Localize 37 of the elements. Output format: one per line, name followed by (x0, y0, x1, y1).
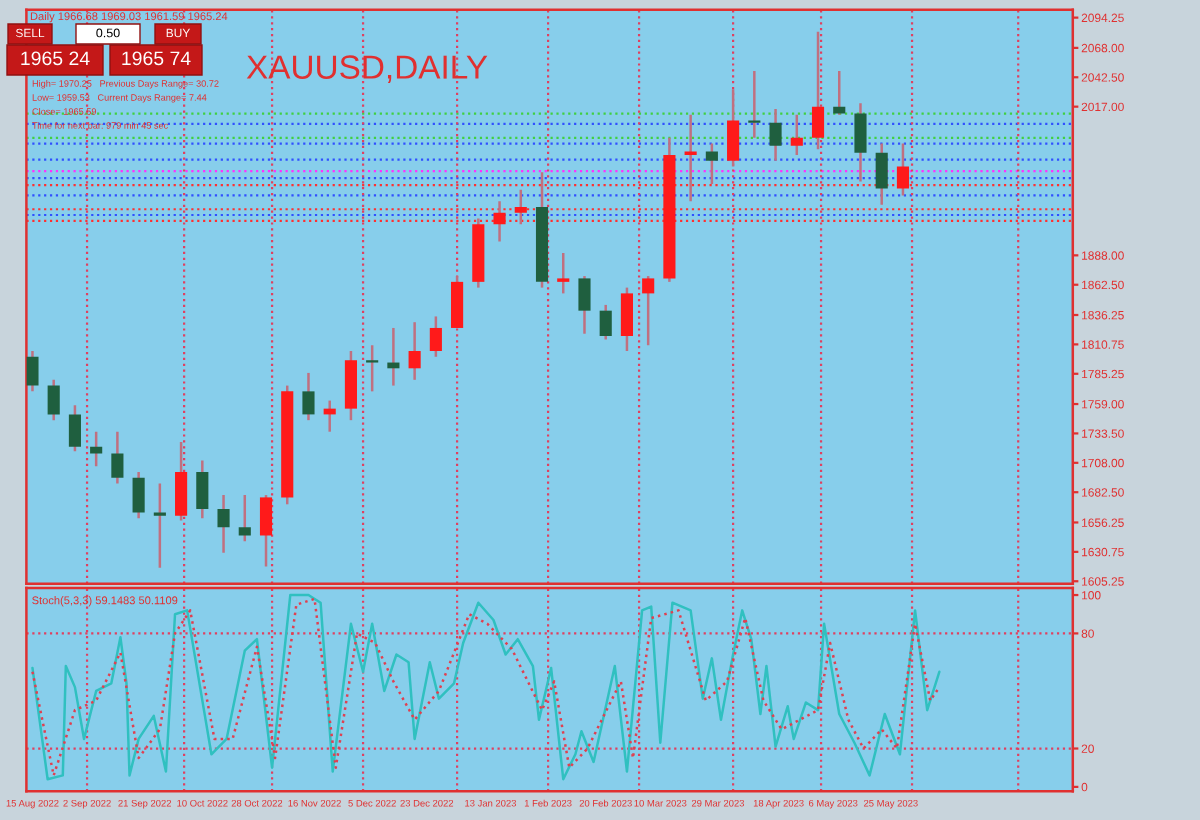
candlestick (833, 69, 846, 116)
candlestick (47, 378, 60, 422)
candlestick (896, 142, 910, 197)
candlestick (429, 315, 442, 359)
candlestick (111, 430, 124, 485)
candlestick (26, 349, 39, 393)
annotation: 1965 24 (21, 51, 90, 66)
candlestick (642, 274, 655, 347)
candlestick (408, 320, 421, 382)
candlestick (68, 403, 81, 453)
candlestick (196, 459, 209, 520)
candlestick (259, 493, 273, 568)
candlestick (217, 493, 230, 554)
candlestick (875, 142, 888, 206)
candlestick (132, 470, 145, 520)
candlestick (493, 199, 506, 243)
candlestick (748, 69, 761, 140)
candlestick (727, 88, 740, 168)
candlestick (514, 188, 527, 226)
candlestick (620, 286, 634, 353)
candlestick (854, 101, 867, 183)
candlestick (769, 107, 782, 163)
candlestick (175, 440, 188, 522)
candlestick (238, 493, 251, 543)
candlestick (366, 344, 379, 393)
candlestick (302, 371, 315, 422)
candlestick (811, 30, 825, 151)
candlestick (790, 113, 803, 157)
text: XAUUSD,DAILY (246, 55, 488, 83)
candlestick (451, 274, 464, 330)
annotation: 1965 74 (122, 51, 191, 66)
candlestick (90, 430, 103, 468)
candlestick (705, 142, 718, 186)
candlestick (557, 251, 570, 295)
candlestick (599, 303, 612, 341)
candlestick (153, 482, 166, 569)
candlestick (578, 274, 591, 335)
